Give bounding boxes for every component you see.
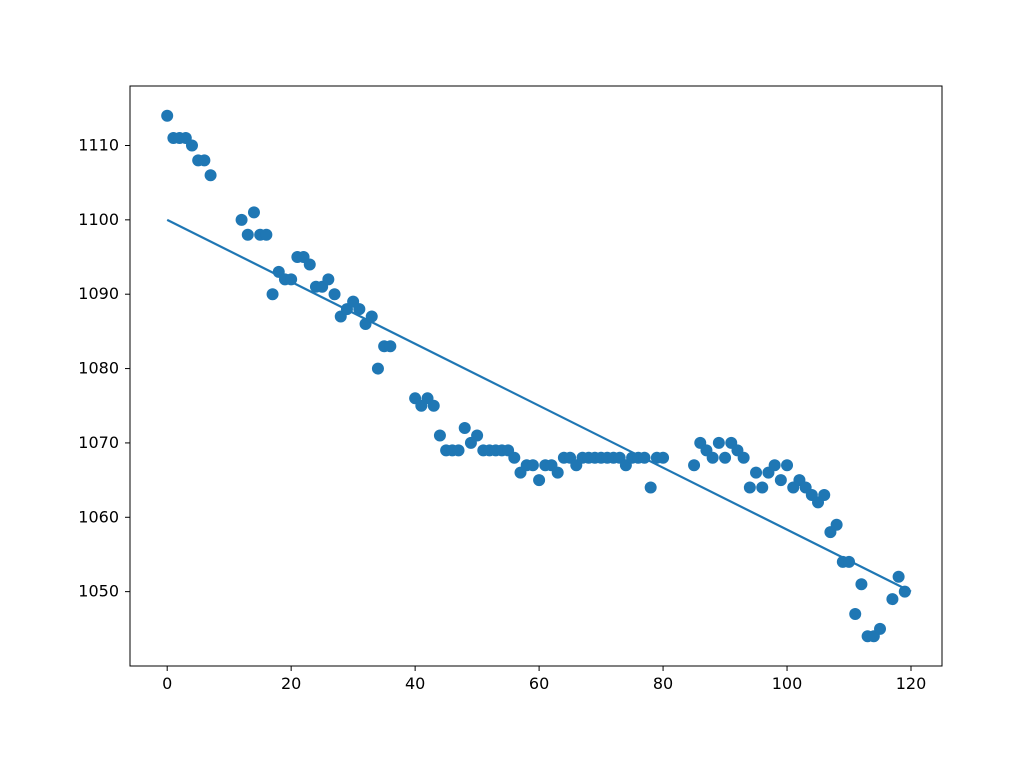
scatter-point xyxy=(304,258,316,270)
x-tick-label: 80 xyxy=(653,674,673,693)
y-tick-label: 1070 xyxy=(78,433,119,452)
scatter-point xyxy=(657,452,669,464)
x-tick-label: 0 xyxy=(162,674,172,693)
scatter-point xyxy=(638,452,650,464)
scatter-point xyxy=(688,459,700,471)
y-tick-label: 1110 xyxy=(78,135,119,154)
scatter-point xyxy=(899,586,911,598)
scatter-point xyxy=(285,273,297,285)
scatter-point xyxy=(434,429,446,441)
scatter-point xyxy=(242,229,254,241)
x-tick-label: 100 xyxy=(772,674,803,693)
scatter-point xyxy=(781,459,793,471)
scatter-point xyxy=(750,467,762,479)
scatter-point xyxy=(372,363,384,375)
scatter-point xyxy=(645,482,657,494)
y-tick-label: 1050 xyxy=(78,582,119,601)
y-tick-label: 1080 xyxy=(78,359,119,378)
scatter-point xyxy=(843,556,855,568)
scatter-point xyxy=(161,110,173,122)
scatter-point xyxy=(893,571,905,583)
scatter-point xyxy=(707,452,719,464)
scatter-point xyxy=(260,229,272,241)
scatter-point xyxy=(471,429,483,441)
y-tick-label: 1100 xyxy=(78,210,119,229)
plot-area xyxy=(130,86,942,666)
scatter-point xyxy=(329,288,341,300)
scatter-point xyxy=(353,303,365,315)
scatter-point xyxy=(744,482,756,494)
y-tick-label: 1060 xyxy=(78,507,119,526)
scatter-point xyxy=(756,482,768,494)
x-tick-label: 20 xyxy=(281,674,301,693)
scatter-point xyxy=(322,273,334,285)
scatter-point xyxy=(831,519,843,531)
scatter-point xyxy=(248,206,260,218)
scatter-point xyxy=(552,467,564,479)
scatter-point xyxy=(366,311,378,323)
scatter-point xyxy=(508,452,520,464)
scatter-point xyxy=(533,474,545,486)
scatter-point xyxy=(428,400,440,412)
scatter-point xyxy=(738,452,750,464)
scatter-point xyxy=(198,154,210,166)
y-tick-label: 1090 xyxy=(78,284,119,303)
scatter-point xyxy=(769,459,781,471)
scatter-point xyxy=(267,288,279,300)
scatter-point xyxy=(874,623,886,635)
scatter-point xyxy=(719,452,731,464)
x-tick-label: 120 xyxy=(896,674,927,693)
scatter-point xyxy=(453,444,465,456)
scatter-point xyxy=(775,474,787,486)
scatter-point xyxy=(886,593,898,605)
scatter-point xyxy=(855,578,867,590)
scatter-point xyxy=(205,169,217,181)
scatter-point xyxy=(818,489,830,501)
scatter-point xyxy=(384,340,396,352)
scatter-point xyxy=(527,459,539,471)
scatter-point xyxy=(849,608,861,620)
scatter-point xyxy=(236,214,248,226)
scatter-point xyxy=(713,437,725,449)
scatter-point xyxy=(459,422,471,434)
scatter-point xyxy=(186,139,198,151)
x-tick-label: 40 xyxy=(405,674,425,693)
scatter-line-chart: 0 20 40 60 80 100 120 1050 1060 1070 1080 1090 1100 1… xyxy=(0,0,1024,768)
chart-container: 0 20 40 60 80 100 120 1050 1060 1070 1080 1090 1100 1… xyxy=(0,0,1024,768)
x-tick-label: 60 xyxy=(529,674,549,693)
